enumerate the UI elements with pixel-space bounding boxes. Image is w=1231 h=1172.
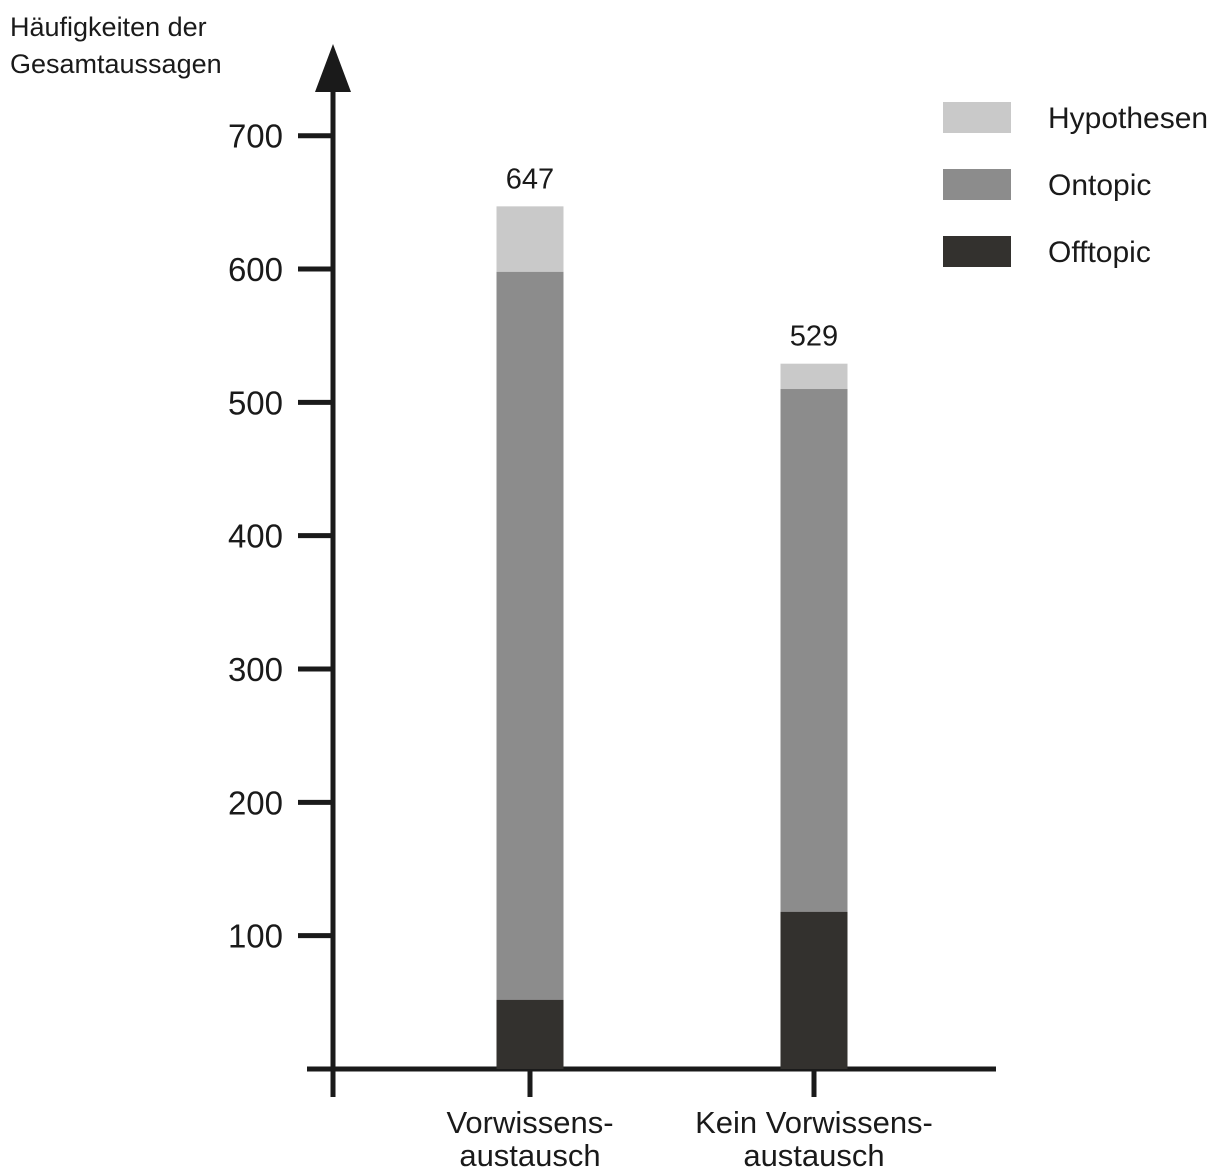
y-tick-label: 300 — [228, 651, 283, 688]
y-tick-label: 200 — [228, 784, 283, 821]
bar-segment-offtopic — [496, 999, 564, 1069]
bar-total-label: 529 — [790, 321, 838, 353]
labels: 100 200 300 400 500 600 700 Häufigkeiten der Ges… — [10, 12, 933, 1172]
legend-label-offtopic: Offtopic — [1048, 236, 1151, 269]
y-tick-label: 600 — [228, 251, 283, 288]
bar-segment-ontopic — [780, 389, 848, 912]
y-tick-label: 400 — [228, 518, 283, 555]
y-axis-title: Gesamtaussagen — [10, 49, 222, 79]
bar-segment-offtopic — [780, 911, 848, 1069]
legend-swatch-hypothesen — [943, 102, 1011, 133]
x-tick-label: austausch — [459, 1138, 600, 1172]
x-tick-label: Vorwissens- — [446, 1105, 613, 1140]
legend-label-ontopic: Ontopic — [1048, 169, 1151, 202]
legend-swatch-offtopic — [943, 236, 1011, 267]
bar-segment-hypothesen — [780, 363, 848, 390]
x-tick-label: austausch — [743, 1138, 884, 1172]
y-tick-label: 500 — [228, 384, 283, 421]
bar-total-label: 647 — [506, 163, 554, 195]
bars — [496, 206, 848, 1069]
y-tick-label: 700 — [228, 118, 283, 155]
y-axis-title: Häufigkeiten der — [10, 12, 207, 42]
y-tick-label: 100 — [228, 918, 283, 955]
legend-swatch-ontopic — [943, 169, 1011, 200]
bar-segment-ontopic — [496, 271, 564, 1000]
x-tick-label: Kein Vorwissens- — [695, 1105, 933, 1140]
axes — [298, 44, 996, 1097]
y-axis-arrow — [315, 44, 351, 92]
legend: Hypothesen Ontopic Offtopic — [943, 102, 1208, 269]
bar-segment-hypothesen — [496, 206, 564, 272]
legend-label-hypothesen: Hypothesen — [1048, 102, 1208, 135]
